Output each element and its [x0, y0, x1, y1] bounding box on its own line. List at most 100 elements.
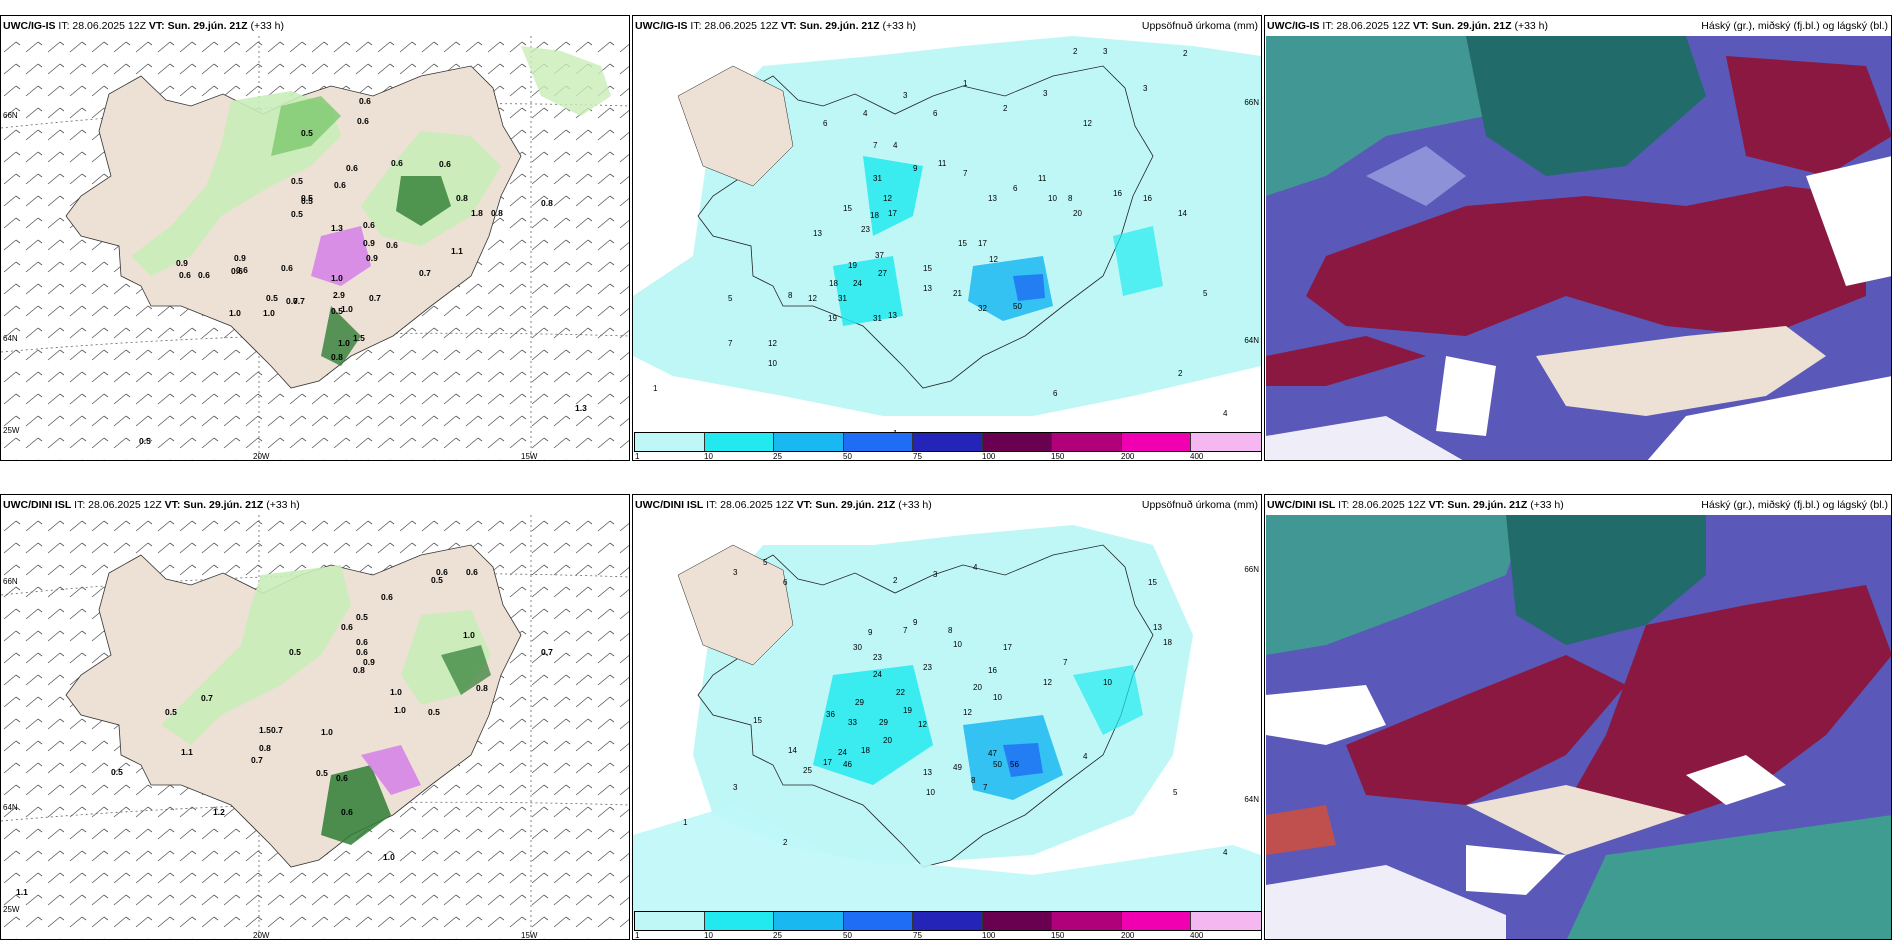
panel-accum-precip-igis: UWC/IG-IS IT: 28.06.2025 12Z VT: Sun. 29… [632, 15, 1262, 461]
svg-text:0.5: 0.5 [356, 612, 368, 622]
colorbar-bin [1121, 433, 1191, 451]
svg-text:1.0: 1.0 [390, 687, 402, 697]
svg-text:7: 7 [1063, 658, 1068, 667]
iceland-land [65, 65, 522, 389]
svg-text:47: 47 [988, 749, 997, 758]
svg-text:12: 12 [1083, 119, 1092, 128]
svg-text:0.6: 0.6 [363, 220, 375, 230]
svg-text:2: 2 [1003, 104, 1008, 113]
svg-text:15: 15 [1148, 578, 1157, 587]
svg-text:0.9: 0.9 [234, 253, 246, 263]
svg-text:0.6: 0.6 [281, 263, 293, 273]
colorbar-bin [1121, 912, 1191, 930]
colorbar-bin [635, 912, 705, 930]
accum-precip-map: 2 3 6 4 3 6 1 2 3 12 7 4 9 11 7 31 12 15… [633, 36, 1261, 441]
lon-label-20w: 20W [253, 452, 270, 461]
svg-text:3: 3 [1043, 89, 1048, 98]
svg-text:12: 12 [989, 255, 998, 264]
colorbar-tick: 50 [843, 931, 852, 940]
svg-text:0.6: 0.6 [336, 773, 348, 783]
svg-text:31: 31 [873, 314, 882, 323]
svg-text:5: 5 [763, 558, 768, 567]
colorbar-tick: 400 [1190, 452, 1204, 461]
svg-text:0.6: 0.6 [386, 240, 398, 250]
svg-text:1.0: 1.0 [383, 852, 395, 862]
svg-text:5: 5 [1173, 788, 1178, 797]
svg-text:12: 12 [808, 294, 817, 303]
svg-text:8: 8 [1068, 194, 1073, 203]
svg-text:0.5: 0.5 [111, 767, 123, 777]
svg-text:24: 24 [838, 748, 847, 757]
colorbar-tick: 10 [704, 931, 713, 940]
svg-text:1.0: 1.0 [331, 273, 343, 283]
svg-text:20: 20 [883, 736, 892, 745]
colorbar-tick: 150 [1051, 452, 1065, 461]
svg-text:0.7: 0.7 [541, 647, 553, 657]
cloud-cover-map [1266, 515, 1891, 939]
svg-text:0.5: 0.5 [139, 436, 151, 446]
svg-text:0.5: 0.5 [289, 647, 301, 657]
svg-text:9: 9 [913, 164, 918, 173]
svg-text:19: 19 [903, 706, 912, 715]
svg-text:0.9: 0.9 [176, 258, 188, 268]
svg-text:14: 14 [788, 746, 797, 755]
precip-labels: 0.6 0.6 0.5 0.6 0.5 0.6 0.5 0.6 0.9 0.8 … [16, 567, 553, 897]
svg-text:0.6: 0.6 [356, 647, 368, 657]
lat-label-64n: 64N [3, 803, 18, 812]
svg-text:1.0: 1.0 [463, 630, 475, 640]
svg-text:0.5: 0.5 [291, 176, 303, 186]
svg-text:1.0: 1.0 [263, 308, 275, 318]
svg-text:0.5: 0.5 [428, 707, 440, 717]
svg-text:4: 4 [863, 109, 868, 118]
colorbar-tick: 100 [982, 452, 996, 461]
svg-text:29: 29 [855, 698, 864, 707]
svg-text:9: 9 [913, 618, 918, 627]
svg-text:14: 14 [1178, 209, 1187, 218]
colorbar-tick: 100 [982, 931, 996, 940]
svg-text:3: 3 [1103, 47, 1108, 56]
accum-precip-map: 3 5 6 2 3 4 9 8 9 7 10 23 24 30 22 29 36… [633, 515, 1261, 920]
panel-header: UWC/IG-IS IT: 28.06.2025 12Z VT: Sun. 29… [635, 20, 917, 32]
svg-text:0.7: 0.7 [369, 293, 381, 303]
svg-text:0.8: 0.8 [456, 193, 468, 203]
svg-text:10: 10 [1048, 194, 1057, 203]
lat-label-64n: 64N [1244, 336, 1259, 345]
panel-header: UWC/IG-IS IT: 28.06.2025 12Z VT: Sun. 29… [1267, 20, 1549, 32]
colorbar-tick: 400 [1190, 931, 1204, 940]
svg-text:0.7: 0.7 [201, 693, 213, 703]
svg-text:12: 12 [918, 720, 927, 729]
svg-text:13: 13 [888, 311, 897, 320]
svg-text:1.3: 1.3 [575, 403, 587, 413]
svg-text:3: 3 [733, 568, 738, 577]
colorbar-tick: 1 [635, 931, 640, 940]
svg-text:37: 37 [875, 251, 884, 260]
svg-text:13: 13 [923, 768, 932, 777]
svg-text:0.6: 0.6 [179, 270, 191, 280]
svg-text:1.8: 1.8 [471, 208, 483, 218]
svg-text:0.6: 0.6 [346, 163, 358, 173]
lat-label-66n: 66N [3, 577, 18, 586]
svg-text:27: 27 [878, 269, 887, 278]
svg-text:1.5: 1.5 [353, 333, 365, 343]
lon-label-25w: 25W [3, 426, 20, 435]
colorbar-bin [704, 433, 774, 451]
svg-text:8: 8 [788, 291, 793, 300]
svg-text:50: 50 [1013, 302, 1022, 311]
svg-text:20: 20 [1073, 209, 1082, 218]
svg-text:1.0: 1.0 [341, 304, 353, 314]
svg-text:0.5: 0.5 [266, 293, 278, 303]
svg-text:5: 5 [728, 294, 733, 303]
colorbar-bin [913, 433, 983, 451]
svg-text:15: 15 [843, 204, 852, 213]
panel-title-right: Uppsöfnuð úrkoma (mm) [1141, 499, 1258, 511]
svg-text:1: 1 [653, 384, 658, 393]
panel-clouds-igis: UWC/IG-IS IT: 28.06.2025 12Z VT: Sun. 29… [1264, 15, 1892, 461]
svg-text:15: 15 [753, 716, 762, 725]
svg-text:1.0: 1.0 [321, 727, 333, 737]
svg-text:19: 19 [848, 261, 857, 270]
svg-text:2.9: 2.9 [333, 290, 345, 300]
svg-text:21: 21 [953, 289, 962, 298]
svg-text:0.8: 0.8 [541, 198, 553, 208]
svg-text:36: 36 [826, 710, 835, 719]
colorbar-tick: 50 [843, 452, 852, 461]
